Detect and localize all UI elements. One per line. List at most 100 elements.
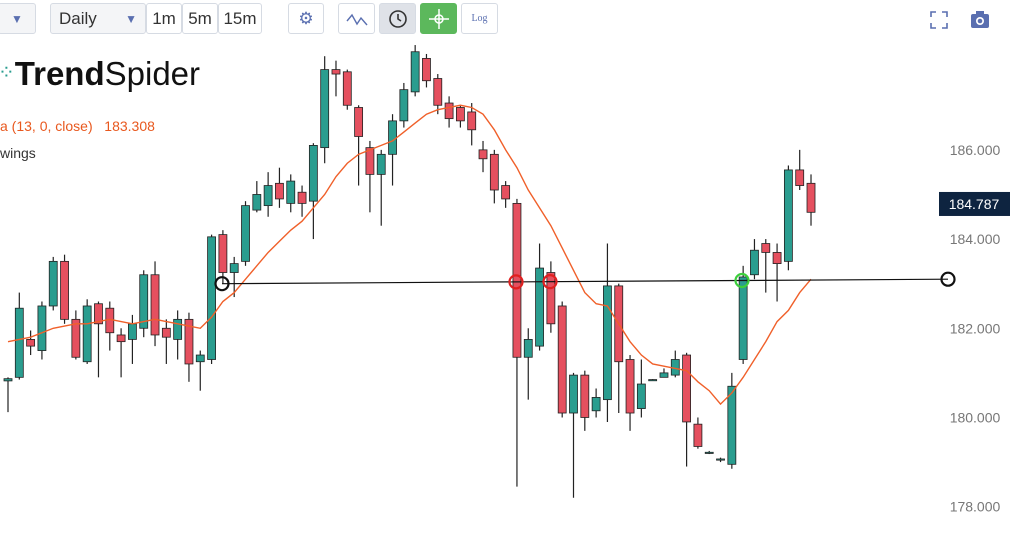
y-tick-label: 184.000: [950, 231, 1001, 247]
interval[interactable]: 15m: [218, 3, 262, 34]
indicator-legend: a (13, 0, close) 183.308: [0, 118, 155, 134]
candle-body: [308, 145, 318, 202]
candle-body: [659, 372, 669, 378]
candle-body: [376, 153, 386, 175]
candle-body: [37, 305, 47, 351]
candle-body: [399, 89, 409, 122]
crosshair-button[interactable]: [420, 3, 457, 34]
candle-body: [229, 263, 239, 273]
trendline-handle: [508, 274, 524, 290]
interval[interactable]: 5m: [182, 3, 218, 34]
logo-dots: ⁘: [0, 62, 15, 84]
candle-body: [48, 260, 58, 307]
timeframe-select[interactable]: Daily ▼: [50, 3, 146, 34]
trendline-handle: [214, 276, 230, 292]
candle-body: [761, 243, 771, 253]
last-price-label: 184.787: [949, 196, 1000, 212]
candle-body: [354, 107, 364, 137]
indicator-value: 183.308: [104, 118, 155, 134]
candle-body: [569, 374, 578, 414]
candle-body: [433, 78, 443, 106]
crosshair-icon: [428, 8, 449, 29]
candle-body: [738, 276, 748, 360]
candle-body: [591, 397, 601, 412]
sma-line: [7, 104, 812, 406]
candle-body: [150, 274, 160, 336]
candle-body: [648, 379, 658, 382]
candle-body: [297, 191, 307, 204]
candle-body: [275, 182, 284, 200]
candle-body: [173, 318, 183, 340]
indicator-name: a (13, 0, close): [0, 118, 93, 134]
log-button[interactable]: Log: [461, 3, 498, 34]
logo-bold: Trend: [14, 55, 105, 92]
candle-body: [625, 359, 635, 414]
candle-body: [388, 120, 397, 155]
candle-body: [241, 205, 250, 262]
trendline-handle: [734, 272, 750, 289]
timeframe: Daily: [59, 8, 97, 28]
candle-body: [603, 285, 612, 401]
candle-body: [501, 185, 511, 200]
candle-body: [71, 318, 81, 358]
candle-body: [772, 252, 782, 265]
y-tick-label: 182.000: [950, 320, 1001, 336]
zigzag-icon: [345, 13, 368, 25]
logo-light: Spider: [104, 55, 201, 92]
candle-body: [286, 180, 296, 204]
candle-body: [342, 71, 352, 106]
interval[interactable]: 1m: [146, 3, 182, 34]
candle-body: [60, 260, 69, 320]
candle-body: [523, 339, 533, 358]
candle-body: [727, 385, 737, 465]
candle-body: [195, 354, 205, 363]
trendline-handle: [940, 271, 956, 287]
settings-button[interactable]: ⚙: [288, 3, 324, 34]
candle-body: [116, 334, 126, 343]
y-tick-label: 178.000: [950, 499, 1001, 515]
y-tick-label: 180.000: [950, 409, 1001, 425]
candle-body: [320, 69, 330, 149]
candle-body: [750, 249, 759, 276]
drawings-legend: wings: [0, 145, 36, 161]
candle-body: [128, 323, 137, 340]
candle-body: [410, 51, 420, 93]
candle-body: [14, 307, 24, 378]
trendline: [221, 278, 949, 285]
candle-body: [467, 111, 477, 131]
candle-body: [716, 458, 725, 461]
logo: ⁘TrendSpider: [0, 55, 200, 93]
candle-body: [546, 272, 556, 325]
dropdown[interactable]: ▼: [0, 3, 36, 34]
candle-body: [365, 147, 375, 175]
candle-body: [478, 149, 488, 160]
drawing-button[interactable]: [338, 3, 375, 34]
clock-icon: [388, 9, 407, 28]
candle-body: [207, 236, 216, 360]
fullscreen-icon[interactable]: [929, 10, 949, 30]
candle-body: [3, 378, 13, 382]
candle-body: [82, 305, 92, 363]
candle-body: [444, 102, 454, 120]
candle-body: [218, 234, 228, 273]
candle-body: [783, 169, 793, 262]
candle-body: [557, 305, 567, 414]
y-tick-label: 186.000: [950, 142, 1001, 158]
candle-body: [512, 202, 522, 358]
candle-body: [806, 182, 816, 213]
candle-body: [331, 69, 341, 75]
candle-body: [693, 423, 703, 447]
candle-body: [455, 107, 465, 122]
candle-body: [161, 327, 171, 338]
candle-body: [795, 169, 805, 186]
clock-button[interactable]: [379, 3, 416, 34]
caret: ▼: [125, 11, 137, 26]
screenshot-icon[interactable]: [969, 10, 991, 30]
candle-body: [139, 274, 149, 329]
candle-body: [252, 194, 262, 211]
candle-body: [704, 451, 714, 454]
candle-body: [489, 153, 499, 191]
candle-body: [535, 267, 544, 347]
